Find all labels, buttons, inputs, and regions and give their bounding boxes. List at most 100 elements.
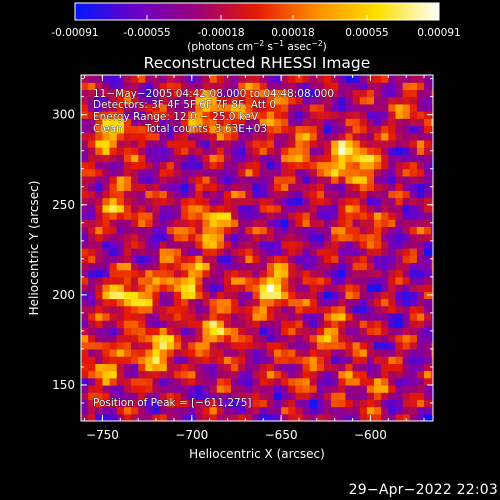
- heatmap-cell: [338, 89, 347, 98]
- heatmap-cell: [395, 298, 404, 307]
- heatmap-cell: [352, 276, 361, 285]
- heatmap-cell: [252, 305, 261, 314]
- heatmap-cell: [138, 82, 146, 91]
- heatmap-cell: [388, 190, 397, 199]
- heatmap-cell: [281, 269, 289, 278]
- heatmap-cell: [123, 132, 132, 141]
- heatmap-cell: [302, 103, 311, 112]
- heatmap-cell: [216, 334, 225, 343]
- heatmap-cell: [159, 89, 168, 98]
- heatmap-cell: [352, 291, 361, 300]
- heatmap-cell: [138, 226, 146, 235]
- heatmap-cell: [316, 399, 325, 408]
- heatmap-cell: [288, 168, 297, 177]
- heatmap-cell: [131, 161, 139, 170]
- heatmap-cell: [316, 111, 325, 119]
- heatmap-cell: [281, 168, 289, 177]
- heatmap-cell: [324, 399, 332, 408]
- heatmap-cell: [238, 139, 246, 148]
- heatmap-cell: [288, 175, 297, 184]
- heatmap-cell: [295, 399, 304, 408]
- heatmap-cell: [223, 370, 232, 379]
- heatmap-cell: [131, 248, 139, 256]
- heatmap-cell: [138, 75, 146, 83]
- heatmap-cell: [252, 291, 261, 300]
- heatmap-cell: [402, 356, 411, 364]
- heatmap-cell: [209, 320, 218, 328]
- heatmap-cell: [116, 147, 125, 155]
- heatmap-cell: [409, 305, 418, 314]
- heatmap-cell: [109, 348, 118, 357]
- heatmap-cell: [245, 334, 254, 343]
- heatmap-cell: [88, 75, 96, 83]
- heatmap-cell: [209, 154, 218, 163]
- heatmap-cell: [309, 147, 318, 155]
- heatmap-cell: [95, 233, 104, 242]
- heatmap-cell: [395, 183, 404, 191]
- heatmap-cell: [409, 384, 418, 393]
- heatmap-cell: [195, 175, 204, 184]
- heatmap-cell: [266, 233, 275, 242]
- heatmap-cell: [338, 204, 347, 213]
- heatmap-cell: [288, 413, 297, 421]
- heatmap-cell: [252, 334, 261, 343]
- heatmap-cell: [324, 103, 332, 112]
- heatmap-cell: [188, 226, 196, 235]
- heatmap-cell: [273, 363, 282, 372]
- heatmap-cell: [416, 327, 425, 336]
- heatmap-cell: [316, 291, 325, 300]
- heatmap-cell: [238, 298, 246, 307]
- heatmap-cell: [209, 103, 218, 112]
- heatmap-cell: [188, 406, 196, 415]
- heatmap-cell: [102, 132, 111, 141]
- heatmap-cell: [209, 255, 218, 264]
- heatmap-cell: [281, 190, 289, 199]
- heatmap-cell: [188, 276, 196, 285]
- heatmap-cell: [102, 327, 111, 336]
- heatmap-cell: [331, 320, 339, 328]
- heatmap-cell: [88, 132, 96, 141]
- heatmap-cell: [352, 269, 361, 278]
- heatmap-cell: [295, 168, 304, 177]
- heatmap-cell: [359, 305, 368, 314]
- annotations: 11−May−2005 04:42:08.000 to 04:48:08.000…: [93, 88, 335, 410]
- heatmap-cell: [395, 399, 404, 408]
- heatmap-cell: [338, 348, 347, 357]
- heatmap-cell: [152, 384, 161, 393]
- heatmap-cell: [231, 75, 239, 83]
- heatmap-cell: [288, 161, 297, 170]
- heatmap-cell: [345, 139, 354, 148]
- heatmap-cell: [288, 211, 297, 220]
- heatmap-cell: [131, 370, 139, 379]
- heatmap-cell: [359, 75, 368, 83]
- heatmap-cell: [366, 269, 375, 278]
- heatmap-cell: [288, 125, 297, 134]
- heatmap-cell: [223, 154, 232, 163]
- heatmap-cell: [188, 327, 196, 336]
- heatmap-cell: [238, 255, 246, 264]
- heatmap-cell: [281, 175, 289, 184]
- heatmap-cell: [266, 291, 275, 300]
- heatmap-cell: [138, 219, 146, 227]
- heatmap-cell: [81, 320, 89, 328]
- heatmap-cell: [123, 161, 132, 170]
- heatmap-cell: [424, 82, 432, 91]
- heatmap-cell: [302, 305, 311, 314]
- heatmap-cell: [381, 154, 389, 163]
- heatmap-cell: [316, 82, 325, 91]
- heatmap-cell: [273, 226, 282, 235]
- heatmap-cell: [238, 399, 246, 408]
- heatmap-cell: [388, 183, 397, 191]
- annotation-total-counts: Total counts: 3.63E+03: [144, 123, 267, 135]
- heatmap-cell: [216, 384, 225, 393]
- heatmap-cell: [273, 168, 282, 177]
- heatmap-cell: [88, 392, 96, 400]
- heatmap-cell: [216, 154, 225, 163]
- heatmap-cell: [109, 204, 118, 213]
- heatmap-cell: [202, 341, 211, 350]
- heatmap-cell: [95, 82, 104, 91]
- heatmap-cell: [116, 240, 125, 249]
- heatmap-cell: [295, 125, 304, 134]
- heatmap-cell: [173, 262, 182, 271]
- heatmap-cell: [188, 125, 196, 134]
